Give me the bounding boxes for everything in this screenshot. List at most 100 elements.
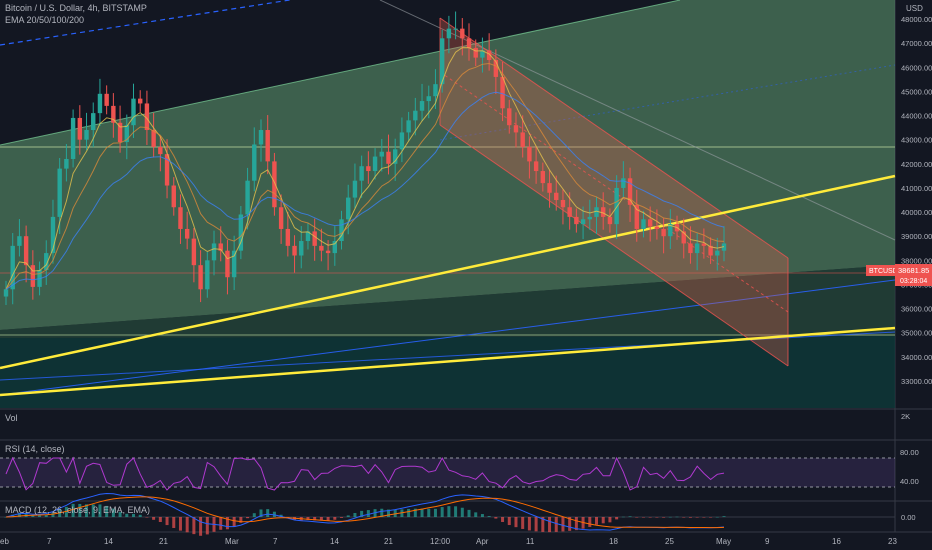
candle <box>406 111 411 141</box>
dashed-trendline <box>0 0 291 46</box>
candle <box>97 78 103 126</box>
macd-histogram-bar <box>272 511 276 517</box>
candle-body <box>57 168 62 217</box>
macd-histogram-bar <box>474 512 478 517</box>
candle <box>480 37 485 73</box>
macd-histogram-bar <box>460 507 464 517</box>
macd-histogram-bar <box>688 517 692 518</box>
macd-histogram-bar <box>44 514 48 517</box>
macd-histogram-bar <box>608 517 612 523</box>
last-price-badge <box>895 264 932 286</box>
candle-body <box>205 260 210 290</box>
candle <box>641 210 646 238</box>
macd-histogram-bar <box>527 517 531 531</box>
macd-histogram-bar <box>152 517 156 520</box>
macd-histogram-bar <box>125 513 129 517</box>
macd-histogram-bar <box>648 517 652 518</box>
upper-green-zone <box>0 0 895 330</box>
candle <box>560 189 566 225</box>
candle-body <box>30 265 36 287</box>
candle <box>191 227 197 283</box>
candle <box>507 99 512 134</box>
candle-body <box>144 103 150 131</box>
macd-histogram-bar <box>85 504 89 517</box>
candle-body <box>681 231 686 244</box>
candle-body <box>392 149 398 164</box>
macd-histogram-bar <box>447 506 451 517</box>
macd-histogram-bar <box>306 517 310 521</box>
candle-body <box>507 108 512 126</box>
candle-body <box>661 228 666 237</box>
candle-body <box>587 216 592 220</box>
candle-body <box>513 125 519 133</box>
macd-histogram-bar <box>621 516 625 518</box>
symbol-tag: BTCUSD <box>869 268 898 275</box>
candle-body <box>386 151 391 164</box>
ema-100 <box>5 91 725 290</box>
candle <box>372 148 378 180</box>
macd-histogram-bar <box>131 513 135 517</box>
candle-body <box>446 28 452 39</box>
time-tick-label: May <box>716 537 731 546</box>
macd-histogram-bar <box>98 504 102 517</box>
macd-histogram-bar <box>655 517 659 518</box>
price-tick-label: 33000.00 <box>901 377 932 386</box>
candle-body <box>111 105 116 123</box>
candle-body <box>372 156 378 172</box>
time-tick-label: 16 <box>832 537 841 546</box>
time-tick-label: 7 <box>47 537 52 546</box>
macd-histogram-bar <box>501 517 505 522</box>
currency-label: USD <box>906 4 923 13</box>
candle <box>594 196 599 235</box>
gray-diagonal <box>379 0 896 241</box>
candle <box>84 112 89 151</box>
teal-zone <box>0 336 895 408</box>
macd-histogram-bar <box>279 514 283 517</box>
macd-histogram-bar <box>480 514 484 517</box>
rsi-band <box>0 458 895 487</box>
macd-histogram-bar <box>319 517 323 521</box>
candle <box>634 189 639 242</box>
candle <box>198 250 203 303</box>
macd-histogram-bar <box>641 517 645 518</box>
macd-histogram-bar <box>192 517 196 535</box>
candle-body <box>50 216 56 254</box>
rsi-line <box>5 456 725 491</box>
macd-histogram-bar <box>380 508 384 517</box>
candle-body <box>64 158 69 169</box>
macd-histogram-bar <box>105 505 109 517</box>
macd-histogram-bar <box>340 517 344 518</box>
price-tick-label: 43000.00 <box>901 136 932 145</box>
macd-histogram-bar <box>574 517 578 531</box>
candle <box>292 235 297 273</box>
candle <box>299 226 304 269</box>
candle-body <box>641 219 646 229</box>
candle <box>647 206 653 242</box>
macd-histogram-bar <box>138 514 142 517</box>
candle <box>285 211 291 257</box>
candle-body <box>23 236 29 266</box>
candle <box>473 39 478 67</box>
candle-body <box>77 117 83 140</box>
macd-histogram-bar <box>467 509 471 517</box>
ema-50 <box>5 62 725 290</box>
time-tick-label: Mar <box>225 537 239 546</box>
candle-body <box>460 28 465 39</box>
macd-histogram-bar <box>662 517 666 518</box>
candle <box>493 49 499 95</box>
macd-histogram-bar <box>393 509 397 517</box>
macd-histogram-bar <box>675 516 679 518</box>
ema-20 <box>5 47 725 290</box>
candle <box>688 226 693 264</box>
candle-body <box>164 154 170 186</box>
macd-histogram-bar <box>246 517 250 519</box>
candle-body <box>480 50 485 58</box>
macd-histogram-bar <box>185 517 189 533</box>
candle <box>138 90 143 112</box>
macd-histogram-bar <box>165 517 169 526</box>
candles <box>3 11 727 305</box>
candle <box>305 222 311 250</box>
candle-body <box>238 214 244 251</box>
price-tick-label: 45000.00 <box>901 87 932 96</box>
